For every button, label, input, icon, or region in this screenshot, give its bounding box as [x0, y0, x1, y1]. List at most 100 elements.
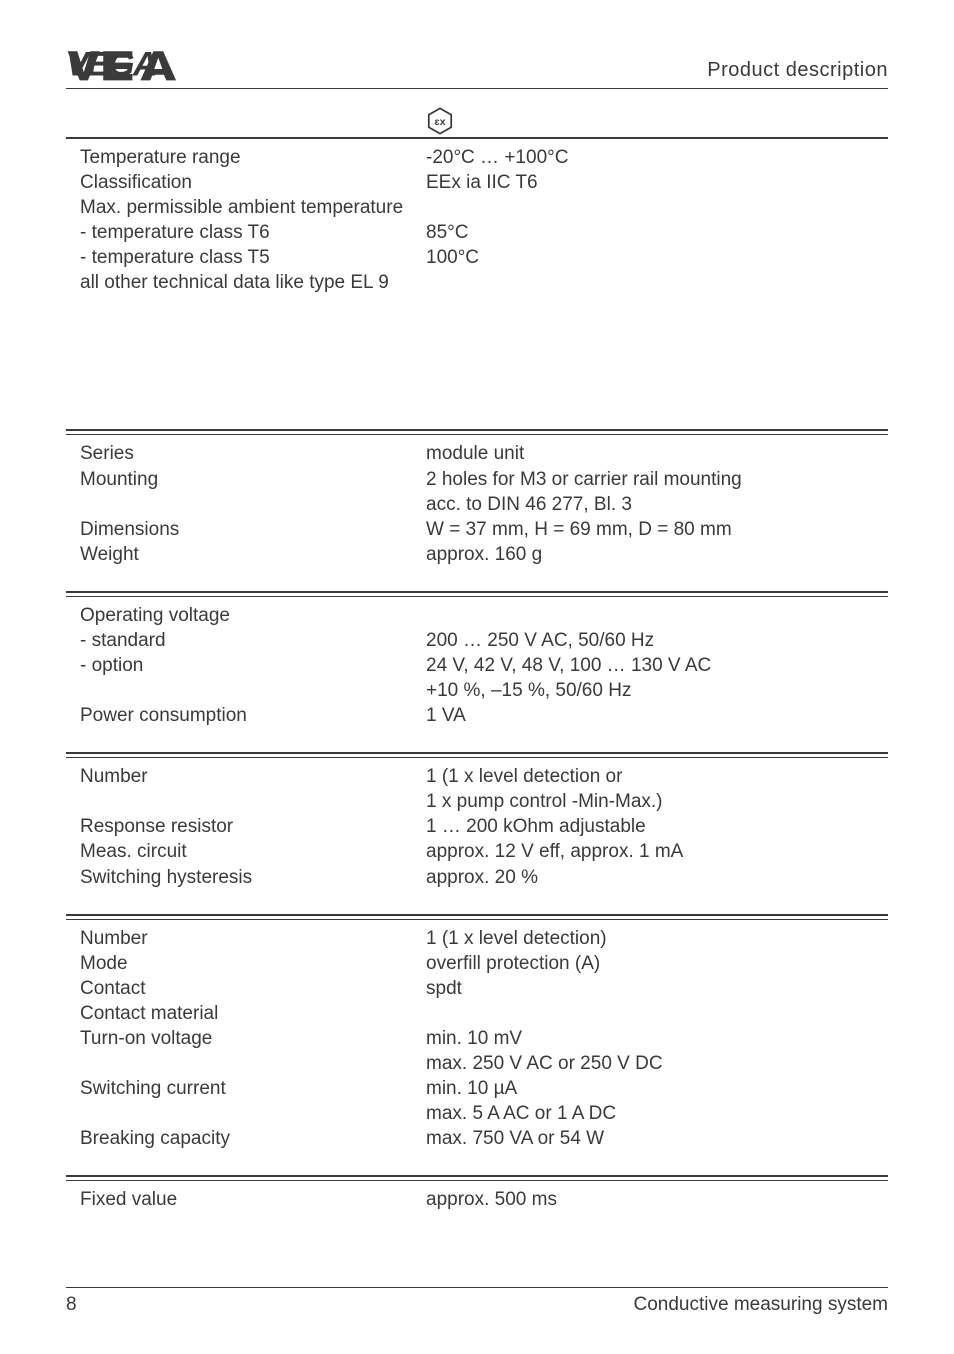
ex-icon-row: ɛx	[66, 107, 888, 135]
spec-label	[80, 492, 426, 517]
spec-value: approx. 20 %	[426, 865, 888, 890]
ex-section: Temperature range-20°C … +100°CClassific…	[66, 137, 888, 305]
divider	[66, 429, 888, 431]
spec-label: Dimensions	[80, 517, 426, 542]
spec-row: - standard200 … 250 V AC, 50/60 Hz	[80, 628, 888, 653]
spec-row: Turn-on voltagemin. 10 mV	[80, 1026, 888, 1051]
spec-row: Modeoverfill protection (A)	[80, 951, 888, 976]
page-footer: 8 Conductive measuring system	[66, 1287, 888, 1316]
spec-row: Seriesmodule unit	[80, 441, 888, 466]
power-section: Operating voltage- standard200 … 250 V A…	[66, 591, 888, 738]
spec-label: Classification	[80, 170, 426, 195]
page-header: VEGA Product description	[66, 48, 888, 89]
spec-value	[426, 603, 888, 628]
spec-value: 1 (1 x level detection or	[426, 764, 888, 789]
spec-row: 1 x pump control -Min-Max.)	[80, 789, 888, 814]
spec-label: Mounting	[80, 467, 426, 492]
spec-label	[80, 1101, 426, 1126]
spec-label: Power consumption	[80, 703, 426, 728]
spec-row: Switching hysteresisapprox. 20 %	[80, 865, 888, 890]
spec-row: Power consumption1 VA	[80, 703, 888, 728]
spec-value: 85°C	[426, 220, 888, 245]
ex-icon: ɛx	[426, 107, 454, 135]
spec-value: acc. to DIN 46 277, Bl. 3	[426, 492, 888, 517]
spec-label: - standard	[80, 628, 426, 653]
spec-label	[80, 789, 426, 814]
spec-label: - option	[80, 653, 426, 678]
spec-label: Fixed value	[80, 1187, 426, 1212]
output-rows: Number1 (1 x level detection)Modeoverfil…	[66, 920, 888, 1162]
spec-value: max. 250 V AC or 250 V DC	[426, 1051, 888, 1076]
delay-rows: Fixed valueapprox. 500 ms	[66, 1181, 888, 1222]
spec-label: Number	[80, 926, 426, 951]
spec-label: Contact	[80, 976, 426, 1001]
spec-row: DimensionsW = 37 mm, H = 69 mm, D = 80 m…	[80, 517, 888, 542]
spec-row: Meas. circuitapprox. 12 V eff, approx. 1…	[80, 839, 888, 864]
page-number: 8	[66, 1294, 77, 1316]
spec-label: - temperature class T5	[80, 245, 426, 270]
spec-row: Contactspdt	[80, 976, 888, 1001]
spec-row: max. 5 A AC or 1 A DC	[80, 1101, 888, 1126]
output-section: Number1 (1 x level detection)Modeoverfil…	[66, 914, 888, 1162]
spec-value	[426, 1001, 888, 1026]
spec-row: Weightapprox. 160 g	[80, 542, 888, 567]
spec-row: Operating voltage	[80, 603, 888, 628]
spec-row: Number1 (1 x level detection or	[80, 764, 888, 789]
spec-label: Series	[80, 441, 426, 466]
spec-row: Fixed valueapprox. 500 ms	[80, 1187, 888, 1212]
spec-label: Switching current	[80, 1076, 426, 1101]
spec-value: 1 VA	[426, 703, 888, 728]
spec-value: EEx ia IIC T6	[426, 170, 888, 195]
spec-value	[426, 270, 888, 295]
spec-label: Operating voltage	[80, 603, 426, 628]
spec-row: ClassificationEEx ia IIC T6	[80, 170, 888, 195]
spec-label: Contact material	[80, 1001, 426, 1026]
divider	[66, 914, 888, 916]
spec-label: Mode	[80, 951, 426, 976]
ex-rows: Temperature range-20°C … +100°CClassific…	[66, 139, 888, 305]
spec-row: - option24 V, 42 V, 48 V, 100 … 130 V AC	[80, 653, 888, 678]
spec-label: Breaking capacity	[80, 1126, 426, 1151]
spec-value: 1 x pump control -Min-Max.)	[426, 789, 888, 814]
spec-label: Switching hysteresis	[80, 865, 426, 890]
spec-value	[426, 195, 888, 220]
spec-value: 1 … 200 kOhm adjustable	[426, 814, 888, 839]
spec-row: Mounting2 holes for M3 or carrier rail m…	[80, 467, 888, 492]
spec-row: Temperature range-20°C … +100°C	[80, 145, 888, 170]
spec-label: all other technical data like type EL 9	[80, 270, 426, 295]
spec-label: Turn-on voltage	[80, 1026, 426, 1051]
power-rows: Operating voltage- standard200 … 250 V A…	[66, 597, 888, 738]
spec-label: Response resistor	[80, 814, 426, 839]
spec-value: 200 … 250 V AC, 50/60 Hz	[426, 628, 888, 653]
svg-text:ɛx: ɛx	[434, 116, 445, 128]
spec-value: module unit	[426, 441, 888, 466]
spec-value: 100°C	[426, 245, 888, 270]
input-section: Number1 (1 x level detection or1 x pump …	[66, 752, 888, 899]
spec-row: max. 250 V AC or 250 V DC	[80, 1051, 888, 1076]
divider	[66, 591, 888, 593]
spec-value: +10 %, –15 %, 50/60 Hz	[426, 678, 888, 703]
spec-value: min. 10 mV	[426, 1026, 888, 1051]
spec-value: 2 holes for M3 or carrier rail mounting	[426, 467, 888, 492]
divider	[66, 752, 888, 754]
spec-value: approx. 12 V eff, approx. 1 mA	[426, 839, 888, 864]
page: VEGA Product description ɛx Temperature …	[0, 0, 954, 1354]
spec-label: Meas. circuit	[80, 839, 426, 864]
spec-label: Number	[80, 764, 426, 789]
spec-value: -20°C … +100°C	[426, 145, 888, 170]
spec-label: - temperature class T6	[80, 220, 426, 245]
spec-label: Max. permissible ambient temperature	[80, 195, 426, 220]
spec-row: Max. permissible ambient temperature	[80, 195, 888, 220]
spec-value: max. 5 A AC or 1 A DC	[426, 1101, 888, 1126]
spec-row: Contact material	[80, 1001, 888, 1026]
spec-value: max. 750 VA or 54 W	[426, 1126, 888, 1151]
spec-label: Weight	[80, 542, 426, 567]
svg-text:VEGA: VEGA	[66, 48, 156, 82]
spec-value: min. 10 µA	[426, 1076, 888, 1101]
spec-row: Switching currentmin. 10 µA	[80, 1076, 888, 1101]
delay-section: Fixed valueapprox. 500 ms	[66, 1175, 888, 1222]
spec-row: Number1 (1 x level detection)	[80, 926, 888, 951]
spec-value: 24 V, 42 V, 48 V, 100 … 130 V AC	[426, 653, 888, 678]
general-section: Seriesmodule unitMounting2 holes for M3 …	[66, 429, 888, 576]
spec-label	[80, 1051, 426, 1076]
